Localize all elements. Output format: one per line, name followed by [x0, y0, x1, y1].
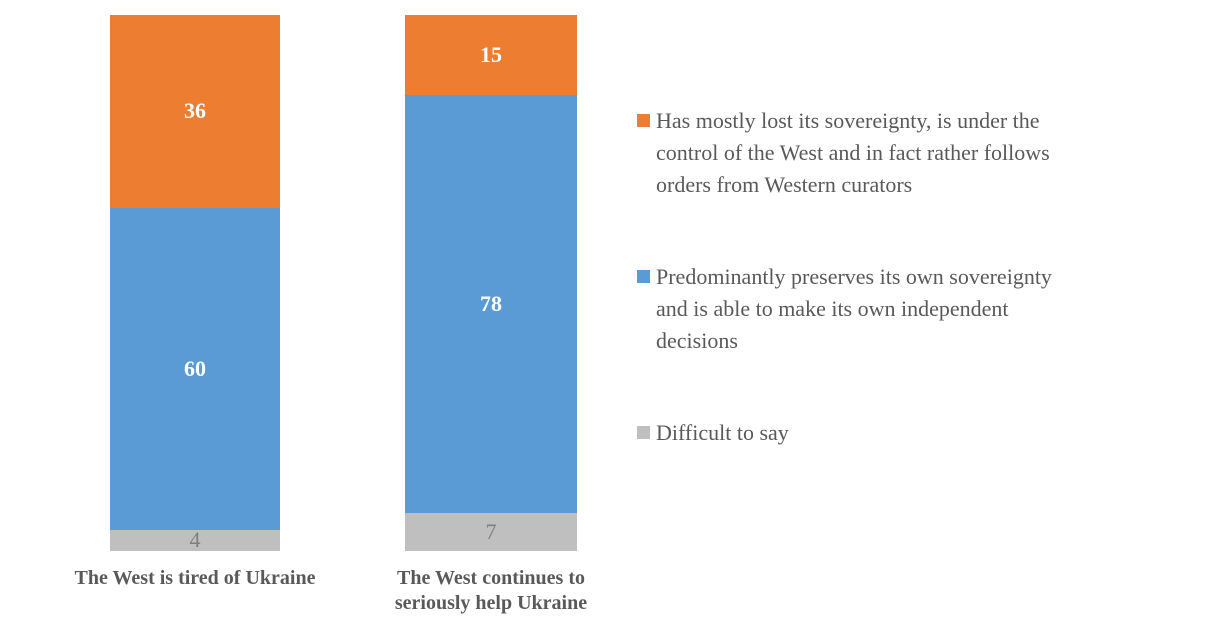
bar-value-label: 4 — [189, 527, 201, 553]
category-label-2: The West continues to seriously help Ukra… — [321, 566, 661, 616]
legend-label: Has mostly lost its sovereignty, is unde… — [656, 105, 1050, 201]
legend-label: Difficult to say — [656, 417, 789, 449]
legend-label: Predominantly preserves its own sovereig… — [656, 261, 1052, 357]
category-label-1: The West is tired of Ukraine — [25, 566, 365, 591]
bar-segment-series1-cat2: 15 — [405, 15, 577, 96]
bar-value-label: 36 — [184, 98, 206, 124]
legend-item-3: Difficult to say — [637, 417, 789, 449]
bar-value-label: 60 — [184, 355, 206, 381]
legend-label-line: and is able to make its own independent — [656, 296, 1009, 321]
category-label-line: The West is tired of Ukraine — [74, 567, 316, 589]
bar-2: 15 78 7 — [405, 15, 577, 551]
bar-value-label: 78 — [480, 291, 502, 317]
bar-segment-series3-cat1: 4 — [110, 527, 280, 553]
legend-label-line: control of the West and in fact rather f… — [656, 140, 1050, 165]
bar-segment-series2-cat2: 78 — [405, 95, 577, 514]
legend-item-2: Predominantly preserves its own sovereig… — [637, 261, 1052, 357]
legend-swatch-icon — [637, 426, 650, 439]
legend-label-line: decisions — [656, 328, 738, 353]
bar-value-label: 7 — [485, 519, 497, 545]
legend-label-line: orders from Western curators — [656, 172, 913, 197]
legend-swatch-icon — [637, 114, 650, 127]
category-label-line: The West continues to — [397, 567, 585, 589]
bar-value-label: 15 — [480, 42, 502, 68]
bar-segment-series2-cat1: 60 — [110, 207, 280, 530]
bar-segment-series3-cat2: 7 — [405, 513, 577, 551]
legend-item-1: Has mostly lost its sovereignty, is unde… — [637, 105, 1050, 201]
legend-label-line: Difficult to say — [656, 420, 789, 445]
bar-1: 36 60 4 — [110, 15, 280, 551]
legend-label-line: Has mostly lost its sovereignty, is unde… — [656, 108, 1040, 133]
legend-label-line: Predominantly preserves its own sovereig… — [656, 264, 1052, 289]
legend-swatch-icon — [637, 270, 650, 283]
category-label-line: seriously help Ukraine — [394, 592, 588, 614]
bar-segment-series1-cat1: 36 — [110, 15, 280, 208]
